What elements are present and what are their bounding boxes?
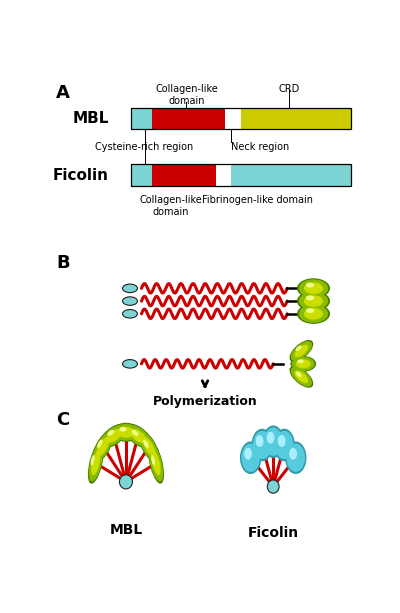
Bar xyxy=(131,108,351,129)
Ellipse shape xyxy=(304,295,323,307)
Ellipse shape xyxy=(290,340,313,362)
Ellipse shape xyxy=(113,424,139,441)
Ellipse shape xyxy=(106,429,122,443)
Text: Neck region: Neck region xyxy=(231,142,290,151)
Circle shape xyxy=(286,444,305,472)
Bar xyxy=(152,108,225,129)
Circle shape xyxy=(256,435,264,447)
Bar xyxy=(225,108,241,129)
Ellipse shape xyxy=(291,367,312,387)
Ellipse shape xyxy=(122,310,138,318)
Circle shape xyxy=(244,448,252,460)
Text: Cysteine-rich region: Cysteine-rich region xyxy=(96,142,194,151)
Ellipse shape xyxy=(294,345,308,357)
Text: Ficolin: Ficolin xyxy=(53,167,109,183)
Ellipse shape xyxy=(290,356,316,371)
Circle shape xyxy=(267,432,274,444)
Ellipse shape xyxy=(89,445,103,481)
Ellipse shape xyxy=(130,429,146,443)
Ellipse shape xyxy=(292,357,315,371)
Ellipse shape xyxy=(297,359,304,364)
Ellipse shape xyxy=(107,430,114,436)
Text: B: B xyxy=(56,254,70,272)
Bar xyxy=(241,108,351,129)
Ellipse shape xyxy=(151,455,155,465)
Ellipse shape xyxy=(299,280,328,297)
Circle shape xyxy=(252,428,273,461)
Ellipse shape xyxy=(306,283,314,287)
Ellipse shape xyxy=(297,304,330,324)
Ellipse shape xyxy=(152,451,161,475)
Ellipse shape xyxy=(304,283,323,294)
Ellipse shape xyxy=(306,295,314,300)
Circle shape xyxy=(264,428,282,456)
Ellipse shape xyxy=(139,432,159,462)
Ellipse shape xyxy=(148,443,164,484)
Ellipse shape xyxy=(132,430,138,436)
Circle shape xyxy=(262,425,284,458)
Bar xyxy=(216,164,231,186)
Ellipse shape xyxy=(102,425,126,447)
Bar xyxy=(131,108,152,129)
Text: MBL: MBL xyxy=(72,111,109,126)
Circle shape xyxy=(241,444,260,472)
Ellipse shape xyxy=(112,423,140,442)
Text: Collagen-like
domain: Collagen-like domain xyxy=(155,84,218,105)
Ellipse shape xyxy=(88,443,104,484)
Ellipse shape xyxy=(100,424,127,448)
Ellipse shape xyxy=(299,292,328,310)
Ellipse shape xyxy=(291,341,312,360)
Ellipse shape xyxy=(93,432,113,462)
Bar xyxy=(131,164,152,186)
Ellipse shape xyxy=(122,297,138,305)
Ellipse shape xyxy=(118,427,134,438)
Bar xyxy=(152,164,216,186)
Text: Ficolin: Ficolin xyxy=(248,526,299,539)
Ellipse shape xyxy=(297,291,330,311)
Ellipse shape xyxy=(306,308,314,313)
Ellipse shape xyxy=(267,480,279,493)
Ellipse shape xyxy=(120,474,132,489)
Ellipse shape xyxy=(296,359,311,368)
Ellipse shape xyxy=(294,370,308,383)
Circle shape xyxy=(285,441,306,474)
Text: CRD: CRD xyxy=(278,84,299,94)
Ellipse shape xyxy=(119,427,126,432)
Ellipse shape xyxy=(97,440,103,448)
Text: MBL: MBL xyxy=(109,523,142,537)
Ellipse shape xyxy=(143,440,149,448)
Ellipse shape xyxy=(296,346,302,351)
Ellipse shape xyxy=(297,278,330,299)
Ellipse shape xyxy=(304,308,323,319)
Bar xyxy=(231,164,351,186)
Text: Fibrinogen-like domain: Fibrinogen-like domain xyxy=(202,196,313,205)
Bar xyxy=(131,164,351,186)
Circle shape xyxy=(274,428,295,461)
Ellipse shape xyxy=(290,366,313,387)
Text: Polymerization: Polymerization xyxy=(153,395,257,408)
Ellipse shape xyxy=(299,305,328,323)
Ellipse shape xyxy=(92,430,114,463)
Ellipse shape xyxy=(91,451,100,475)
Ellipse shape xyxy=(149,445,163,481)
Ellipse shape xyxy=(91,455,95,465)
Circle shape xyxy=(289,448,297,460)
Text: C: C xyxy=(56,411,70,429)
Ellipse shape xyxy=(138,430,160,463)
Ellipse shape xyxy=(122,284,138,292)
Ellipse shape xyxy=(122,360,138,368)
Circle shape xyxy=(240,441,261,474)
Circle shape xyxy=(253,431,272,459)
Ellipse shape xyxy=(96,437,109,457)
Ellipse shape xyxy=(142,437,155,457)
Ellipse shape xyxy=(125,424,152,448)
Ellipse shape xyxy=(296,371,302,377)
Ellipse shape xyxy=(126,425,150,447)
Text: A: A xyxy=(56,84,70,102)
Circle shape xyxy=(275,431,294,459)
Text: Collagen-like
domain: Collagen-like domain xyxy=(140,196,202,217)
Circle shape xyxy=(278,435,286,447)
